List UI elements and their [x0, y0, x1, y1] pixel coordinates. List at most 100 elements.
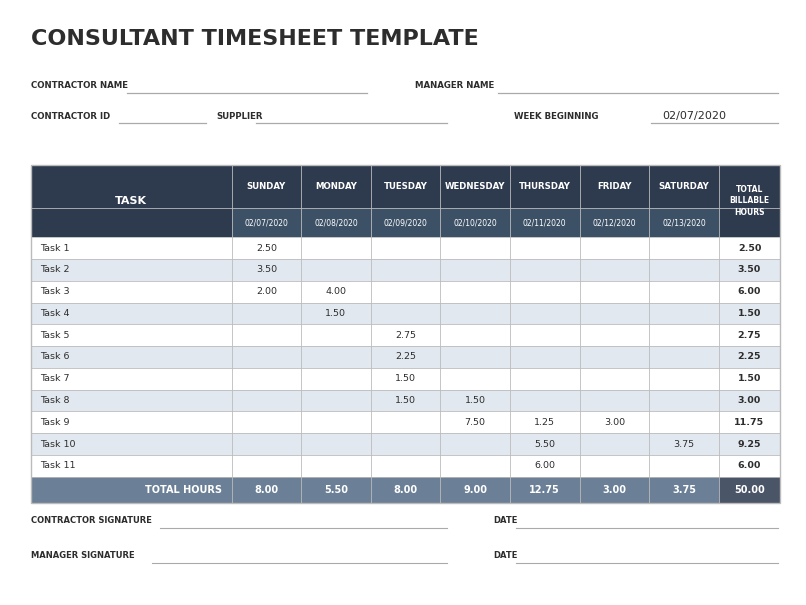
Text: 02/10/2020: 02/10/2020 [453, 218, 497, 227]
Text: 2.25: 2.25 [737, 353, 761, 361]
Text: SUPPLIER: SUPPLIER [216, 112, 263, 120]
Text: 2.00: 2.00 [256, 287, 276, 296]
Text: 12.75: 12.75 [530, 485, 560, 495]
Bar [510, 208, 580, 237]
Bar [31, 455, 780, 477]
Text: MANAGER SIGNATURE: MANAGER SIGNATURE [31, 551, 135, 560]
Text: DATE: DATE [493, 551, 517, 560]
Text: 9.00: 9.00 [463, 485, 487, 495]
Bar [301, 165, 371, 208]
Bar [231, 208, 301, 237]
Text: 11.75: 11.75 [734, 418, 765, 427]
Text: 2.50: 2.50 [737, 244, 761, 252]
Text: 3.75: 3.75 [673, 440, 695, 448]
Bar [31, 433, 780, 455]
Text: 2.50: 2.50 [256, 244, 276, 252]
Text: 3.00: 3.00 [602, 485, 626, 495]
Text: 1.25: 1.25 [534, 418, 555, 427]
Text: 9.25: 9.25 [737, 440, 761, 448]
Bar [719, 165, 780, 237]
Text: SUNDAY: SUNDAY [247, 182, 286, 191]
Text: 5.50: 5.50 [324, 485, 348, 495]
Text: TOTAL
BILLABLE
HOURS: TOTAL BILLABLE HOURS [729, 185, 770, 217]
Text: Task 1: Task 1 [40, 244, 70, 252]
Text: SATURDAY: SATURDAY [659, 182, 709, 191]
Text: 3.50: 3.50 [737, 266, 761, 274]
Bar [510, 165, 580, 208]
Text: 3.75: 3.75 [672, 485, 696, 495]
Text: Task 8: Task 8 [40, 396, 70, 405]
Text: Task 9: Task 9 [40, 418, 70, 427]
Text: CONTRACTOR ID: CONTRACTOR ID [31, 112, 110, 120]
Text: 3.00: 3.00 [604, 418, 625, 427]
Text: FRIDAY: FRIDAY [597, 182, 632, 191]
Text: 2.25: 2.25 [395, 353, 416, 361]
Text: WEDNESDAY: WEDNESDAY [445, 182, 505, 191]
Text: 6.00: 6.00 [737, 287, 761, 296]
Text: TOTAL HOURS: TOTAL HOURS [145, 485, 222, 495]
Text: 02/13/2020: 02/13/2020 [662, 218, 706, 227]
Bar [31, 346, 780, 368]
Text: 02/07/2020: 02/07/2020 [663, 111, 726, 121]
Text: Task 11: Task 11 [40, 462, 76, 470]
Text: 8.00: 8.00 [254, 485, 278, 495]
Text: Task 3: Task 3 [40, 287, 70, 296]
Text: DATE: DATE [493, 516, 517, 525]
Text: 02/09/2020: 02/09/2020 [384, 218, 427, 227]
Bar [371, 165, 440, 208]
Text: 50.00: 50.00 [734, 485, 765, 495]
Text: 2.75: 2.75 [737, 331, 761, 339]
Text: Task 10: Task 10 [40, 440, 76, 448]
Text: 4.00: 4.00 [326, 287, 347, 296]
Text: Task 6: Task 6 [40, 353, 70, 361]
Text: WEEK BEGINNING: WEEK BEGINNING [514, 112, 599, 120]
Bar [719, 477, 780, 503]
Text: CONTRACTOR NAME: CONTRACTOR NAME [31, 82, 127, 90]
Text: Task 4: Task 4 [40, 309, 70, 318]
Text: CONTRACTOR SIGNATURE: CONTRACTOR SIGNATURE [31, 516, 152, 525]
Bar [649, 165, 719, 208]
Text: Task 7: Task 7 [40, 374, 70, 383]
Text: MANAGER NAME: MANAGER NAME [415, 82, 494, 90]
Text: Task 2: Task 2 [40, 266, 70, 274]
Bar [231, 165, 301, 208]
Text: TUESDAY: TUESDAY [384, 182, 427, 191]
Bar [31, 302, 780, 324]
Text: Task 5: Task 5 [40, 331, 70, 339]
Bar [31, 281, 780, 302]
Text: 1.50: 1.50 [326, 309, 347, 318]
Text: 6.00: 6.00 [534, 462, 555, 470]
Text: 1.50: 1.50 [395, 396, 416, 405]
Text: MONDAY: MONDAY [315, 182, 357, 191]
Text: 8.00: 8.00 [393, 485, 418, 495]
Bar [31, 165, 780, 503]
Text: 2.75: 2.75 [395, 331, 416, 339]
Text: CONSULTANT TIMESHEET TEMPLATE: CONSULTANT TIMESHEET TEMPLATE [31, 29, 479, 50]
Bar [580, 208, 649, 237]
Bar [31, 390, 780, 411]
Text: 1.50: 1.50 [395, 374, 416, 383]
Bar [31, 324, 780, 346]
Text: 02/07/2020: 02/07/2020 [244, 218, 289, 227]
Text: 1.50: 1.50 [464, 396, 486, 405]
Text: THURSDAY: THURSDAY [519, 182, 571, 191]
Bar [31, 237, 780, 259]
Bar [371, 208, 440, 237]
Bar [580, 165, 649, 208]
Text: 5.50: 5.50 [534, 440, 555, 448]
Text: 3.50: 3.50 [256, 266, 277, 274]
Text: 02/08/2020: 02/08/2020 [314, 218, 358, 227]
Text: 7.50: 7.50 [464, 418, 486, 427]
Text: 3.00: 3.00 [737, 396, 761, 405]
Bar [301, 208, 371, 237]
Bar [31, 477, 719, 503]
Text: 6.00: 6.00 [737, 462, 761, 470]
Bar [31, 259, 780, 281]
Text: 1.50: 1.50 [737, 374, 761, 383]
Bar [31, 368, 780, 390]
Text: TASK: TASK [115, 196, 147, 206]
Bar [31, 165, 231, 237]
Bar [649, 208, 719, 237]
Text: 02/12/2020: 02/12/2020 [592, 218, 636, 227]
Text: 02/11/2020: 02/11/2020 [523, 218, 567, 227]
